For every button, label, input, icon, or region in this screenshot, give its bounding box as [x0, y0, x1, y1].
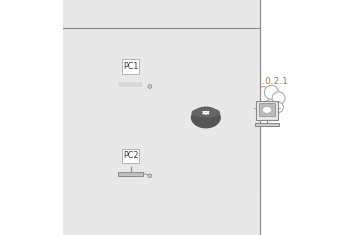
Text: DG:10.1.1.1: DG:10.1.1.1: [67, 164, 119, 172]
Text: 10.1.1.10: 10.1.1.10: [67, 48, 108, 57]
FancyBboxPatch shape: [122, 149, 139, 163]
Text: 10.1.1.0/26: 10.1.1.0/26: [153, 27, 208, 38]
Circle shape: [273, 102, 283, 113]
Text: R1: R1: [199, 137, 212, 146]
Ellipse shape: [192, 117, 220, 125]
Text: 10.1.1.20: 10.1.1.20: [67, 138, 108, 147]
Text: 255.255.255.192: 255.255.255.192: [67, 151, 141, 160]
Ellipse shape: [192, 109, 220, 117]
Ellipse shape: [192, 107, 220, 128]
Circle shape: [264, 85, 279, 99]
FancyBboxPatch shape: [122, 59, 139, 74]
FancyBboxPatch shape: [255, 123, 279, 126]
Text: DG:10.1.1.1: DG:10.1.1.1: [67, 74, 119, 83]
Circle shape: [148, 85, 152, 88]
Circle shape: [148, 174, 152, 178]
Circle shape: [255, 86, 271, 102]
Circle shape: [251, 101, 261, 111]
Circle shape: [248, 92, 262, 107]
Circle shape: [272, 92, 285, 105]
Text: PC1: PC1: [123, 62, 138, 71]
Text: 192.0.2.1: 192.0.2.1: [246, 77, 288, 86]
Text: 255.255.255.192: 255.255.255.192: [67, 61, 141, 70]
FancyBboxPatch shape: [256, 101, 278, 120]
Ellipse shape: [262, 106, 271, 113]
FancyBboxPatch shape: [118, 82, 143, 87]
FancyBboxPatch shape: [1, 28, 260, 235]
FancyBboxPatch shape: [259, 103, 275, 116]
FancyBboxPatch shape: [1, 0, 260, 195]
FancyBboxPatch shape: [118, 172, 143, 176]
Ellipse shape: [253, 92, 281, 110]
Text: PC2: PC2: [123, 151, 138, 160]
Text: .1: .1: [157, 105, 165, 114]
